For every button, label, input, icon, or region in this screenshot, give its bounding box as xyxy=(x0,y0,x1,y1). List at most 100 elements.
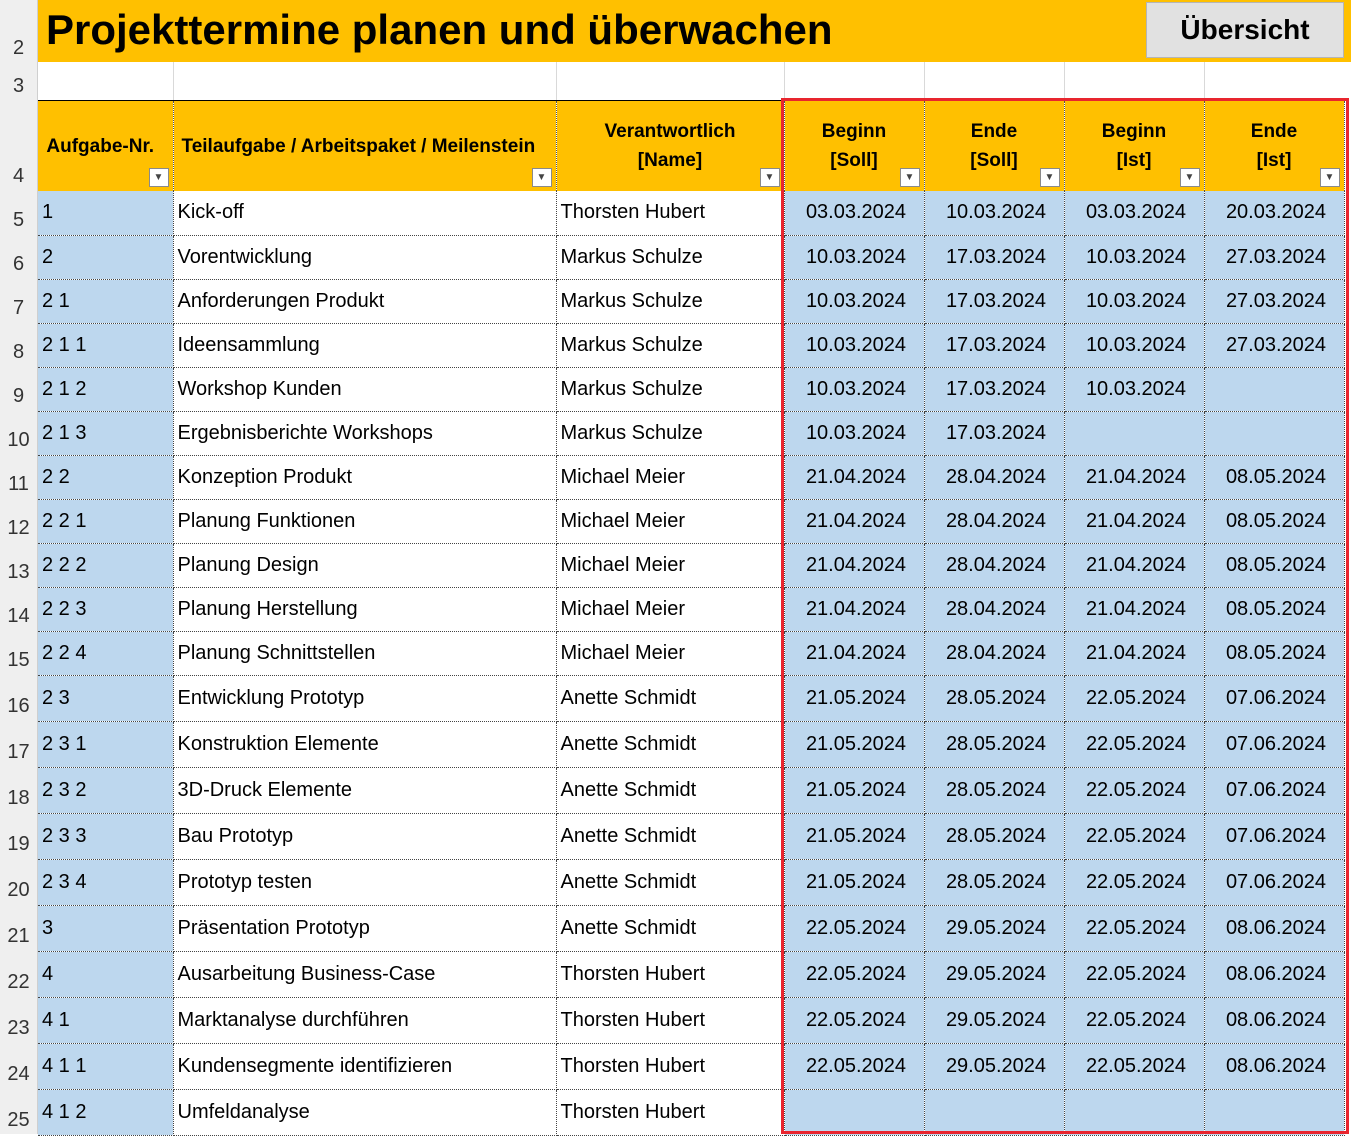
cell-responsible[interactable]: Anette Schmidt xyxy=(556,859,785,906)
row-number-4[interactable]: 4 xyxy=(0,100,38,190)
cell-begin-ist[interactable]: 03.03.2024 xyxy=(1064,191,1205,236)
cell-end-ist[interactable]: 27.03.2024 xyxy=(1204,235,1345,280)
row-number[interactable]: 7 xyxy=(0,278,38,322)
cell-begin-ist[interactable]: 22.05.2024 xyxy=(1064,997,1205,1044)
cell-task-number[interactable]: 2 2 2 xyxy=(38,543,174,588)
cell-begin-ist[interactable]: 21.04.2024 xyxy=(1064,543,1205,588)
cell-task-number[interactable]: 2 2 xyxy=(38,455,174,500)
filter-dropdown-icon[interactable]: ▼ xyxy=(899,168,920,187)
cell-end-ist[interactable]: 08.05.2024 xyxy=(1204,587,1345,632)
row-number-3[interactable]: 3 xyxy=(0,62,38,100)
cell-task-number[interactable]: 2 1 2 xyxy=(38,367,174,412)
cell-end-soll[interactable]: 29.05.2024 xyxy=(924,997,1065,1044)
cell-task[interactable]: Umfeldanalyse xyxy=(173,1089,557,1136)
cell-begin-soll[interactable]: 22.05.2024 xyxy=(784,951,925,998)
cell-task-number[interactable]: 2 3 3 xyxy=(38,813,174,860)
cell-task[interactable]: Ausarbeitung Business-Case xyxy=(173,951,557,998)
cell-begin-soll[interactable]: 22.05.2024 xyxy=(784,997,925,1044)
cell-task-number[interactable]: 2 3 xyxy=(38,675,174,722)
cell-begin-soll[interactable]: 21.05.2024 xyxy=(784,767,925,814)
cell-end-soll[interactable]: 10.03.2024 xyxy=(924,191,1065,236)
cell-task[interactable]: Planung Herstellung xyxy=(173,587,557,632)
cell-end-soll[interactable]: 17.03.2024 xyxy=(924,235,1065,280)
row-number[interactable]: 10 xyxy=(0,410,38,454)
row-number-2[interactable]: 2 xyxy=(0,0,38,62)
cell-end-ist[interactable] xyxy=(1204,1089,1345,1136)
cell-end-soll[interactable]: 28.04.2024 xyxy=(924,543,1065,588)
cell-responsible[interactable]: Markus Schulze xyxy=(556,235,785,280)
row-number[interactable]: 11 xyxy=(0,454,38,498)
cell-end-soll[interactable]: 28.05.2024 xyxy=(924,859,1065,906)
cell-end-ist[interactable]: 07.06.2024 xyxy=(1204,813,1345,860)
cell-responsible[interactable]: Thorsten Hubert xyxy=(556,1043,785,1090)
cell-task-number[interactable]: 2 1 3 xyxy=(38,411,174,456)
cell-begin-soll[interactable] xyxy=(784,1089,925,1136)
cell-responsible[interactable]: Thorsten Hubert xyxy=(556,997,785,1044)
row-number[interactable]: 20 xyxy=(0,858,38,904)
overview-button[interactable]: Übersicht xyxy=(1146,2,1344,58)
cell-task-number[interactable]: 2 2 4 xyxy=(38,631,174,676)
cell-end-ist[interactable]: 08.05.2024 xyxy=(1204,543,1345,588)
cell-task[interactable]: Kick-off xyxy=(173,191,557,236)
cell-end-ist[interactable]: 27.03.2024 xyxy=(1204,279,1345,324)
cell-begin-soll[interactable]: 22.05.2024 xyxy=(784,905,925,952)
cell-end-soll[interactable]: 28.05.2024 xyxy=(924,767,1065,814)
cell-task-number[interactable]: 2 xyxy=(38,235,174,280)
cell-task-number[interactable]: 4 1 xyxy=(38,997,174,1044)
row-number[interactable]: 17 xyxy=(0,720,38,766)
cell-task-number[interactable]: 2 3 1 xyxy=(38,721,174,768)
cell-end-soll[interactable]: 17.03.2024 xyxy=(924,411,1065,456)
cell-task-number[interactable]: 3 xyxy=(38,905,174,952)
cell-begin-ist[interactable]: 21.04.2024 xyxy=(1064,499,1205,544)
cell-begin-soll[interactable]: 21.05.2024 xyxy=(784,859,925,906)
cell-end-ist[interactable]: 08.05.2024 xyxy=(1204,455,1345,500)
cell-responsible[interactable]: Michael Meier xyxy=(556,499,785,544)
cell-task-number[interactable]: 2 1 xyxy=(38,279,174,324)
row-number[interactable]: 21 xyxy=(0,904,38,950)
cell-begin-ist[interactable]: 22.05.2024 xyxy=(1064,859,1205,906)
cell-begin-ist[interactable]: 10.03.2024 xyxy=(1064,367,1205,412)
row-number[interactable]: 22 xyxy=(0,950,38,996)
row-number[interactable]: 8 xyxy=(0,322,38,366)
cell-end-soll[interactable]: 28.05.2024 xyxy=(924,721,1065,768)
cell-begin-ist[interactable] xyxy=(1064,411,1205,456)
cell-begin-soll[interactable]: 10.03.2024 xyxy=(784,235,925,280)
row-number[interactable]: 19 xyxy=(0,812,38,858)
cell-end-ist[interactable]: 27.03.2024 xyxy=(1204,323,1345,368)
cell-end-ist[interactable]: 20.03.2024 xyxy=(1204,191,1345,236)
cell-begin-soll[interactable]: 21.04.2024 xyxy=(784,631,925,676)
row-number[interactable]: 25 xyxy=(0,1088,38,1134)
cell-begin-ist[interactable]: 22.05.2024 xyxy=(1064,951,1205,998)
cell-responsible[interactable]: Anette Schmidt xyxy=(556,767,785,814)
cell-end-soll[interactable]: 28.05.2024 xyxy=(924,675,1065,722)
row-number[interactable]: 13 xyxy=(0,542,38,586)
cell-end-soll[interactable]: 17.03.2024 xyxy=(924,367,1065,412)
cell-end-ist[interactable] xyxy=(1204,367,1345,412)
cell-begin-soll[interactable]: 22.05.2024 xyxy=(784,1043,925,1090)
cell-task[interactable]: Prototyp testen xyxy=(173,859,557,906)
cell-begin-soll[interactable]: 10.03.2024 xyxy=(784,323,925,368)
cell-task[interactable]: Workshop Kunden xyxy=(173,367,557,412)
cell-begin-soll[interactable]: 10.03.2024 xyxy=(784,279,925,324)
cell-end-ist[interactable]: 08.06.2024 xyxy=(1204,905,1345,952)
cell-begin-ist[interactable]: 22.05.2024 xyxy=(1064,1043,1205,1090)
cell-begin-soll[interactable]: 21.04.2024 xyxy=(784,543,925,588)
cell-begin-ist[interactable]: 22.05.2024 xyxy=(1064,767,1205,814)
cell-responsible[interactable]: Anette Schmidt xyxy=(556,721,785,768)
cell-end-ist[interactable]: 08.05.2024 xyxy=(1204,631,1345,676)
cell-task[interactable]: Ergebnisberichte Workshops xyxy=(173,411,557,456)
row-number[interactable]: 12 xyxy=(0,498,38,542)
cell-begin-ist[interactable]: 21.04.2024 xyxy=(1064,631,1205,676)
cell-end-soll[interactable] xyxy=(924,1089,1065,1136)
cell-end-ist[interactable]: 07.06.2024 xyxy=(1204,767,1345,814)
cell-end-soll[interactable]: 17.03.2024 xyxy=(924,323,1065,368)
cell-task[interactable]: Anforderungen Produkt xyxy=(173,279,557,324)
cell-task-number[interactable]: 2 3 4 xyxy=(38,859,174,906)
cell-begin-ist[interactable]: 22.05.2024 xyxy=(1064,721,1205,768)
cell-task-number[interactable]: 1 xyxy=(38,191,174,236)
cell-task-number[interactable]: 2 2 1 xyxy=(38,499,174,544)
cell-begin-soll[interactable]: 21.04.2024 xyxy=(784,587,925,632)
row-number[interactable]: 5 xyxy=(0,190,38,234)
cell-end-soll[interactable]: 28.04.2024 xyxy=(924,499,1065,544)
row-number[interactable]: 15 xyxy=(0,630,38,674)
